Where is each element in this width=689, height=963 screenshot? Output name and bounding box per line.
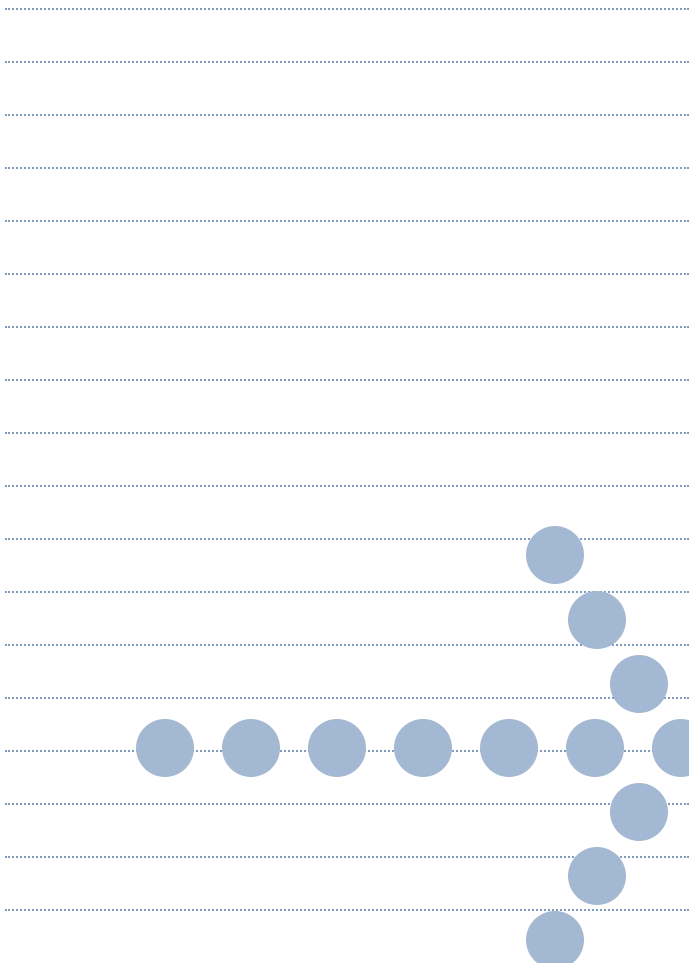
- arrow-dot: [568, 591, 626, 649]
- arrow-dot: [222, 719, 280, 777]
- ruled-line: [5, 591, 689, 593]
- ruled-line: [5, 485, 689, 487]
- arrow-dot: [610, 655, 668, 713]
- ruled-line: [5, 697, 689, 699]
- ruled-line: [5, 856, 689, 858]
- ruled-line: [5, 326, 689, 328]
- ruled-line: [5, 114, 689, 116]
- arrow-dot: [652, 719, 689, 777]
- arrow-dot: [610, 783, 668, 841]
- arrow-dot: [566, 719, 624, 777]
- ruled-line: [5, 220, 689, 222]
- ruled-line: [5, 379, 689, 381]
- arrow-dot: [308, 719, 366, 777]
- arrow-dot: [480, 719, 538, 777]
- arrow-dot: [568, 847, 626, 905]
- ruled-line: [5, 644, 689, 646]
- ruled-line: [5, 538, 689, 540]
- ruled-line: [5, 8, 689, 10]
- ruled-line: [5, 61, 689, 63]
- arrow-dot: [394, 719, 452, 777]
- arrow-dot: [526, 911, 584, 963]
- ruled-line: [5, 803, 689, 805]
- arrow-dot: [136, 719, 194, 777]
- arrow-dot: [526, 526, 584, 584]
- ruled-line: [5, 167, 689, 169]
- ruled-line: [5, 273, 689, 275]
- ruled-line: [5, 432, 689, 434]
- ruled-line: [5, 909, 689, 911]
